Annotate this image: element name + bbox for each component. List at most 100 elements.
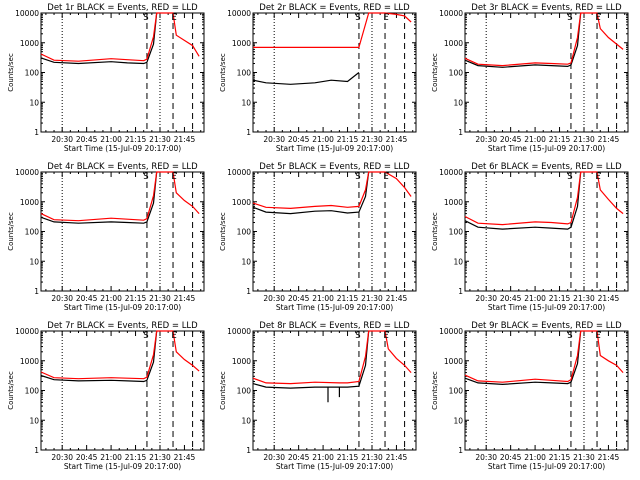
series-line-lld bbox=[464, 12, 624, 67]
plot-title: Det 2r BLACK = Events, RED = LLD bbox=[259, 3, 410, 13]
series-line-events bbox=[252, 72, 360, 85]
marker-label: E bbox=[595, 13, 600, 23]
x-tick-label: 21:15 bbox=[337, 135, 359, 144]
y-axis-label: Counts/sec bbox=[431, 53, 439, 92]
y-tick-label: 100 bbox=[25, 69, 40, 78]
marker-label: S bbox=[143, 172, 148, 182]
series-line-lld bbox=[40, 171, 200, 222]
detector-plot-3: Det 3r BLACK = Events, RED = LLD 1 10 100 10… bbox=[431, 3, 629, 153]
x-tick-label: 20:45 bbox=[500, 453, 522, 462]
x-tick-label: 20:45 bbox=[76, 294, 98, 303]
marker-label: S bbox=[567, 331, 572, 341]
x-tick-label: 21:15 bbox=[125, 453, 147, 462]
x-tick-label: 20:45 bbox=[76, 453, 98, 462]
x-tick-label: 21:15 bbox=[337, 294, 359, 303]
y-axis-label: Counts/sec bbox=[7, 371, 15, 410]
y-tick-label: 1000 bbox=[232, 198, 251, 207]
x-tick-label: 21:30 bbox=[149, 294, 171, 303]
x-tick-label: 21:15 bbox=[549, 453, 571, 462]
x-tick-label: 21:45 bbox=[386, 453, 408, 462]
x-tick-label: 21:15 bbox=[125, 294, 147, 303]
marker-label: E bbox=[595, 331, 600, 341]
y-tick-label: 10 bbox=[241, 416, 251, 425]
y-tick-label: 10 bbox=[241, 257, 251, 266]
detector-plot-1: Det 1r BLACK = Events, RED = LLD 1 10 100 10… bbox=[7, 3, 205, 153]
x-axis-label: Start Time (15-Jul-09 20:17:00) bbox=[276, 303, 393, 312]
plot-frame bbox=[40, 171, 205, 292]
y-tick-label: 1 bbox=[34, 446, 39, 455]
y-tick-label: 1 bbox=[246, 446, 251, 455]
y-tick-label: 10 bbox=[241, 98, 251, 107]
y-tick-label: 1000 bbox=[444, 39, 463, 48]
series-line-events bbox=[252, 171, 370, 215]
series-line-events bbox=[464, 330, 582, 386]
x-tick-label: 21:15 bbox=[549, 294, 571, 303]
x-tick-label: 21:30 bbox=[149, 135, 171, 144]
plot-title: Det 1r BLACK = Events, RED = LLD bbox=[47, 3, 198, 13]
plot-frame bbox=[40, 12, 205, 133]
detector-plot-6: Det 6r BLACK = Events, RED = LLD 1 10 100 10… bbox=[431, 162, 629, 312]
x-tick-label: 21:45 bbox=[174, 294, 196, 303]
y-axis-label: Counts/sec bbox=[431, 371, 439, 410]
x-tick-label: 21:00 bbox=[312, 453, 334, 462]
marker-label: S bbox=[355, 13, 360, 23]
x-axis-label: Start Time (15-Jul-09 20:17:00) bbox=[64, 144, 181, 153]
x-tick-label: 21:00 bbox=[312, 135, 334, 144]
x-tick-label: 21:45 bbox=[598, 453, 620, 462]
series-line-lld bbox=[464, 171, 624, 226]
plot-frame bbox=[40, 330, 205, 451]
y-tick-label: 1 bbox=[458, 287, 463, 296]
x-tick-label: 21:00 bbox=[524, 135, 546, 144]
x-tick-label: 20:30 bbox=[263, 135, 285, 144]
x-tick-label: 21:00 bbox=[100, 453, 122, 462]
y-axis-label: Counts/sec bbox=[7, 53, 15, 92]
x-tick-label: 20:45 bbox=[500, 294, 522, 303]
x-tick-label: 21:45 bbox=[598, 135, 620, 144]
x-tick-label: 21:45 bbox=[174, 135, 196, 144]
x-tick-label: 21:30 bbox=[149, 453, 171, 462]
x-axis-label: Start Time (15-Jul-09 20:17:00) bbox=[276, 462, 393, 471]
x-tick-label: 21:00 bbox=[524, 294, 546, 303]
y-tick-label: 10000 bbox=[227, 168, 251, 177]
plot-frame bbox=[252, 12, 417, 133]
y-tick-label: 1000 bbox=[20, 39, 39, 48]
series-line-events bbox=[464, 12, 582, 68]
marker-label: E bbox=[383, 13, 388, 23]
series-line-events bbox=[252, 330, 370, 403]
y-tick-label: 10000 bbox=[439, 327, 463, 336]
detector-plot-2: Det 2r BLACK = Events, RED = LLD 1 10 100 10… bbox=[219, 3, 417, 153]
x-tick-label: 20:45 bbox=[288, 294, 310, 303]
x-tick-label: 21:45 bbox=[386, 294, 408, 303]
x-tick-label: 21:00 bbox=[100, 135, 122, 144]
detector-plot-4: Det 4r BLACK = Events, RED = LLD 1 10 100 10… bbox=[7, 162, 205, 312]
y-tick-label: 1 bbox=[458, 128, 463, 137]
y-tick-label: 100 bbox=[25, 228, 40, 237]
marker-label: E bbox=[595, 172, 600, 182]
x-tick-label: 21:30 bbox=[573, 453, 595, 462]
y-tick-label: 1000 bbox=[444, 198, 463, 207]
y-tick-label: 1 bbox=[34, 128, 39, 137]
y-axis-label: Counts/sec bbox=[7, 212, 15, 251]
x-tick-label: 21:30 bbox=[361, 453, 383, 462]
x-tick-label: 21:00 bbox=[312, 294, 334, 303]
x-tick-label: 21:15 bbox=[549, 135, 571, 144]
y-axis-label: Counts/sec bbox=[219, 212, 227, 251]
y-tick-label: 10 bbox=[29, 257, 39, 266]
series-line-lld bbox=[252, 330, 412, 385]
x-tick-label: 21:45 bbox=[174, 453, 196, 462]
plot-title: Det 7r BLACK = Events, RED = LLD bbox=[47, 321, 198, 331]
x-tick-label: 21:30 bbox=[361, 135, 383, 144]
x-tick-label: 21:15 bbox=[337, 453, 359, 462]
x-tick-label: 21:45 bbox=[386, 135, 408, 144]
y-tick-label: 10 bbox=[453, 416, 463, 425]
x-tick-label: 21:00 bbox=[100, 294, 122, 303]
series-line-events bbox=[40, 12, 158, 65]
plot-title: Det 9r BLACK = Events, RED = LLD bbox=[471, 321, 622, 331]
x-axis-label: Start Time (15-Jul-09 20:17:00) bbox=[488, 144, 605, 153]
y-tick-label: 100 bbox=[449, 69, 464, 78]
y-axis-label: Counts/sec bbox=[431, 212, 439, 251]
series-line-lld bbox=[464, 330, 624, 383]
plot-frame bbox=[252, 330, 417, 451]
y-tick-label: 10 bbox=[29, 98, 39, 107]
y-tick-label: 1 bbox=[246, 128, 251, 137]
